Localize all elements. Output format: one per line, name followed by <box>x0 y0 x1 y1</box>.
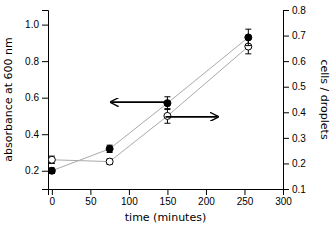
point <box>164 100 171 107</box>
tick-mark <box>283 36 289 37</box>
tick-label: 0.8 <box>25 56 39 67</box>
tick: 0.7 <box>283 30 306 41</box>
tick-mark <box>42 134 48 135</box>
tick-label: 0.2 <box>292 158 306 169</box>
error-bar <box>107 145 113 152</box>
tick: 0.8 <box>25 56 48 67</box>
y2-axis-title: cells / droplets <box>318 59 331 139</box>
point <box>245 34 252 41</box>
tick-label: 0.1 <box>292 184 306 195</box>
tick-label: 0.2 <box>25 165 39 176</box>
tick-mark <box>283 87 289 88</box>
tick-mark <box>244 189 245 195</box>
tick-mark <box>167 189 168 195</box>
tick: 0.6 <box>25 92 48 103</box>
tick-mark <box>129 189 130 195</box>
tick-label: 0.5 <box>292 81 306 92</box>
point <box>48 156 55 163</box>
tick: 250 <box>237 189 254 207</box>
tick-label: 250 <box>237 196 254 207</box>
point <box>106 158 113 165</box>
tick: 0.5 <box>283 81 306 92</box>
tick-label: 0.7 <box>292 30 306 41</box>
error-bar-cap <box>245 45 251 46</box>
tick: 0.2 <box>283 158 306 169</box>
tick-mark <box>283 138 289 139</box>
tick: 200 <box>198 189 215 207</box>
tick-label: 0 <box>50 196 56 207</box>
tick-label: 0.4 <box>25 129 39 140</box>
plot: 0501001502002503000.20.40.60.81.00.10.20… <box>25 5 306 207</box>
tick-label: 300 <box>275 196 292 207</box>
tick-label: 1.0 <box>25 19 39 30</box>
tick-label: 0.6 <box>292 56 306 67</box>
tick: 50 <box>85 189 97 207</box>
tick-mark <box>42 171 48 172</box>
series-line <box>52 37 248 170</box>
tick-mark <box>42 25 48 26</box>
error-bar-cap <box>164 123 170 124</box>
y-axis-line <box>42 11 49 190</box>
error-bar-cap <box>164 109 170 110</box>
tick: 300 <box>275 189 292 207</box>
arrow <box>166 116 218 118</box>
y-axis: 0.2 0.4 0.6 0.8 1.0 <box>25 11 48 190</box>
tick-label: 0.8 <box>292 5 306 16</box>
tick: 0.4 <box>283 107 306 118</box>
tick: 0.4 <box>25 129 48 140</box>
tick: 150 <box>160 189 177 207</box>
tick-mark <box>283 61 289 62</box>
tick-label: 0.6 <box>25 92 39 103</box>
error-bar <box>245 29 251 45</box>
tick-label: 150 <box>160 196 177 207</box>
y-axis-title: absorbance at 600 nm <box>2 37 15 161</box>
x-axis-line <box>49 190 284 196</box>
series <box>48 29 251 174</box>
tick-mark <box>283 163 289 164</box>
series <box>48 39 251 165</box>
tick-mark <box>52 189 53 195</box>
tick-mark <box>42 98 48 99</box>
x-axis-title: time (minutes) <box>125 211 206 224</box>
tick-mark <box>283 112 289 113</box>
tick-mark <box>90 189 91 195</box>
tick: 1.0 <box>25 19 48 30</box>
tick-label: 100 <box>121 196 138 207</box>
tick-label: 200 <box>198 196 215 207</box>
series-line <box>52 47 248 162</box>
arrow <box>111 101 165 103</box>
tick-mark <box>283 10 289 11</box>
tick: 0.3 <box>283 133 306 144</box>
error-bar-cap <box>245 53 251 54</box>
chart: 0501001502002503000.20.40.60.81.00.10.20… <box>0 0 331 225</box>
tick: 0 <box>50 189 56 207</box>
tick: 0.6 <box>283 56 306 67</box>
tick-mark <box>42 61 48 62</box>
y2-axis: 0.1 0.2 0.3 0.4 0.5 0.6 0.7 0.8 <box>283 5 306 195</box>
error-bar <box>49 168 55 173</box>
error-bar-cap <box>164 96 170 97</box>
tick: 0.8 <box>283 5 306 16</box>
error-bar <box>107 159 113 164</box>
point <box>106 145 113 152</box>
tick: 0.1 <box>283 184 306 195</box>
tick-label: 0.3 <box>292 133 306 144</box>
tick: 0.2 <box>25 165 48 176</box>
point <box>48 167 55 174</box>
error-bar-cap <box>245 29 251 30</box>
tick-mark <box>206 189 207 195</box>
tick-label: 50 <box>85 196 97 207</box>
error-bar <box>164 97 170 110</box>
tick-label: 0.4 <box>292 107 306 118</box>
tick: 100 <box>121 189 138 207</box>
x-axis: 0 50 100 150 200 250 300 <box>49 189 293 207</box>
error-bar <box>164 109 170 124</box>
marks <box>48 29 251 174</box>
y2-axis-line <box>284 11 290 190</box>
tick-mark <box>283 189 289 190</box>
error-bar <box>49 156 55 163</box>
point <box>164 112 171 119</box>
